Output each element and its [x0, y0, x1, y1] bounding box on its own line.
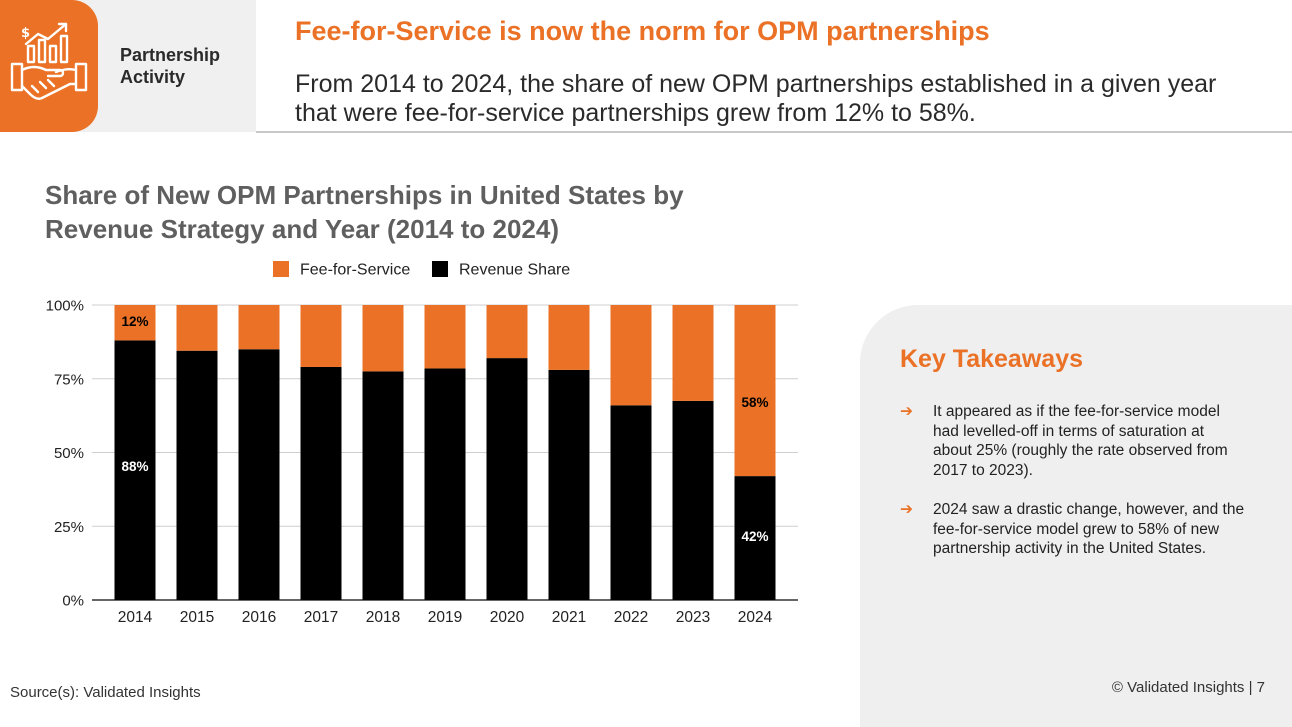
bar-revenue-share-2022 [610, 405, 652, 600]
takeaway-item: ➔ 2024 saw a drastic change, however, an… [900, 500, 1245, 559]
x-tick-label: 2021 [552, 609, 586, 626]
x-tick-label: 2016 [242, 609, 276, 626]
bar-fee-for-service-2021 [548, 305, 590, 370]
bar-fee-for-service-2024 [734, 305, 776, 477]
data-label-2024-revenue-share: 42% [741, 529, 768, 544]
takeaway-item: ➔ It appeared as if the fee-for-service … [900, 402, 1245, 480]
bar-revenue-share-2014 [114, 340, 156, 600]
y-axis: 0% 25% 50% 75% 100% [46, 298, 84, 610]
page-title: Fee-for-Service is now the norm for OPM … [295, 16, 990, 46]
partnership-icon-tile: $ [0, 0, 98, 132]
stacked-bar-chart: Fee-for-Service Revenue Share 0% 25% 50% 75%… [46, 261, 798, 626]
bar-revenue-share-2018 [362, 371, 404, 600]
section-label-text: Partnership Activity [120, 45, 221, 87]
x-tick-label: 2023 [676, 609, 710, 626]
copyright-page-number: © Validated Insights | 7 [1111, 679, 1265, 696]
bar-revenue-share-2023 [672, 400, 714, 600]
header-divider [256, 131, 1292, 133]
legend-swatch-fee-for-service [273, 261, 289, 277]
x-tick-label: 2020 [490, 609, 525, 626]
key-takeaways-title: Key Takeaways [900, 345, 1083, 373]
x-tick-label: 2019 [428, 609, 462, 626]
section-label: Partnership Activity [120, 44, 240, 88]
bar-fee-for-service-2019 [424, 305, 466, 369]
x-tick-label: 2014 [118, 609, 153, 626]
bar-revenue-share-2024 [734, 476, 776, 600]
bar-revenue-share-2017 [300, 366, 342, 600]
takeaway-text: 2024 saw a drastic change, however, and … [933, 501, 1245, 557]
bar-revenue-share-2016 [238, 349, 280, 600]
handshake-growth-icon: $ [10, 22, 88, 100]
data-label-2014-fee-for-service: 12% [121, 314, 148, 329]
bar-fee-for-service-2016 [238, 305, 280, 350]
bar-fee-for-service-2017 [300, 305, 342, 367]
bar-revenue-share-2021 [548, 369, 590, 600]
x-tick-label: 2024 [738, 609, 773, 626]
chart-title: Share of New OPM Partnerships in United … [45, 180, 684, 244]
chart-bars [114, 305, 776, 600]
arrow-right-icon: ➔ [900, 403, 913, 420]
source-note: Source(s): Validated Insights [10, 684, 201, 701]
key-takeaways-list: ➔ It appeared as if the fee-for-service … [900, 402, 1245, 579]
legend-swatch-revenue-share [432, 261, 448, 277]
bar-revenue-share-2015 [176, 350, 218, 600]
chart-data-labels: 12% 88% 58% 42% [121, 314, 768, 544]
bar-fee-for-service-2020 [486, 305, 528, 359]
y-tick-label: 100% [46, 298, 84, 315]
page-subtitle: From 2014 to 2024, the share of new OPM … [295, 70, 1217, 127]
bar-fee-for-service-2015 [176, 305, 218, 351]
x-axis: 2014 2015 2016 2017 2018 2019 2020 2021 2022 2023… [118, 609, 773, 626]
legend-label: Revenue Share [459, 262, 570, 279]
bar-fee-for-service-2022 [610, 305, 652, 406]
y-tick-label: 50% [54, 445, 84, 462]
x-tick-label: 2017 [304, 609, 338, 626]
y-tick-label: 0% [62, 593, 84, 610]
x-tick-label: 2022 [614, 609, 648, 626]
chart-legend: Fee-for-Service Revenue Share [273, 261, 570, 279]
takeaway-text: It appeared as if the fee-for-service mo… [933, 403, 1228, 479]
bar-fee-for-service-2018 [362, 305, 404, 372]
bar-revenue-share-2019 [424, 368, 466, 600]
y-tick-label: 25% [54, 519, 84, 536]
data-label-2014-revenue-share: 88% [121, 459, 148, 474]
data-label-2024-fee-for-service: 58% [741, 395, 768, 410]
x-tick-label: 2018 [366, 609, 400, 626]
x-tick-label: 2015 [180, 609, 214, 626]
svg-text:$: $ [21, 26, 30, 41]
y-tick-label: 75% [54, 371, 84, 388]
bar-revenue-share-2020 [486, 358, 528, 600]
bar-fee-for-service-2023 [672, 305, 714, 401]
arrow-right-icon: ➔ [900, 501, 913, 518]
bar-fee-for-service-2014 [114, 305, 156, 341]
key-takeaways-panel: Key Takeaways ➔ It appeared as if the fe… [860, 305, 1292, 727]
legend-label: Fee-for-Service [300, 262, 410, 279]
